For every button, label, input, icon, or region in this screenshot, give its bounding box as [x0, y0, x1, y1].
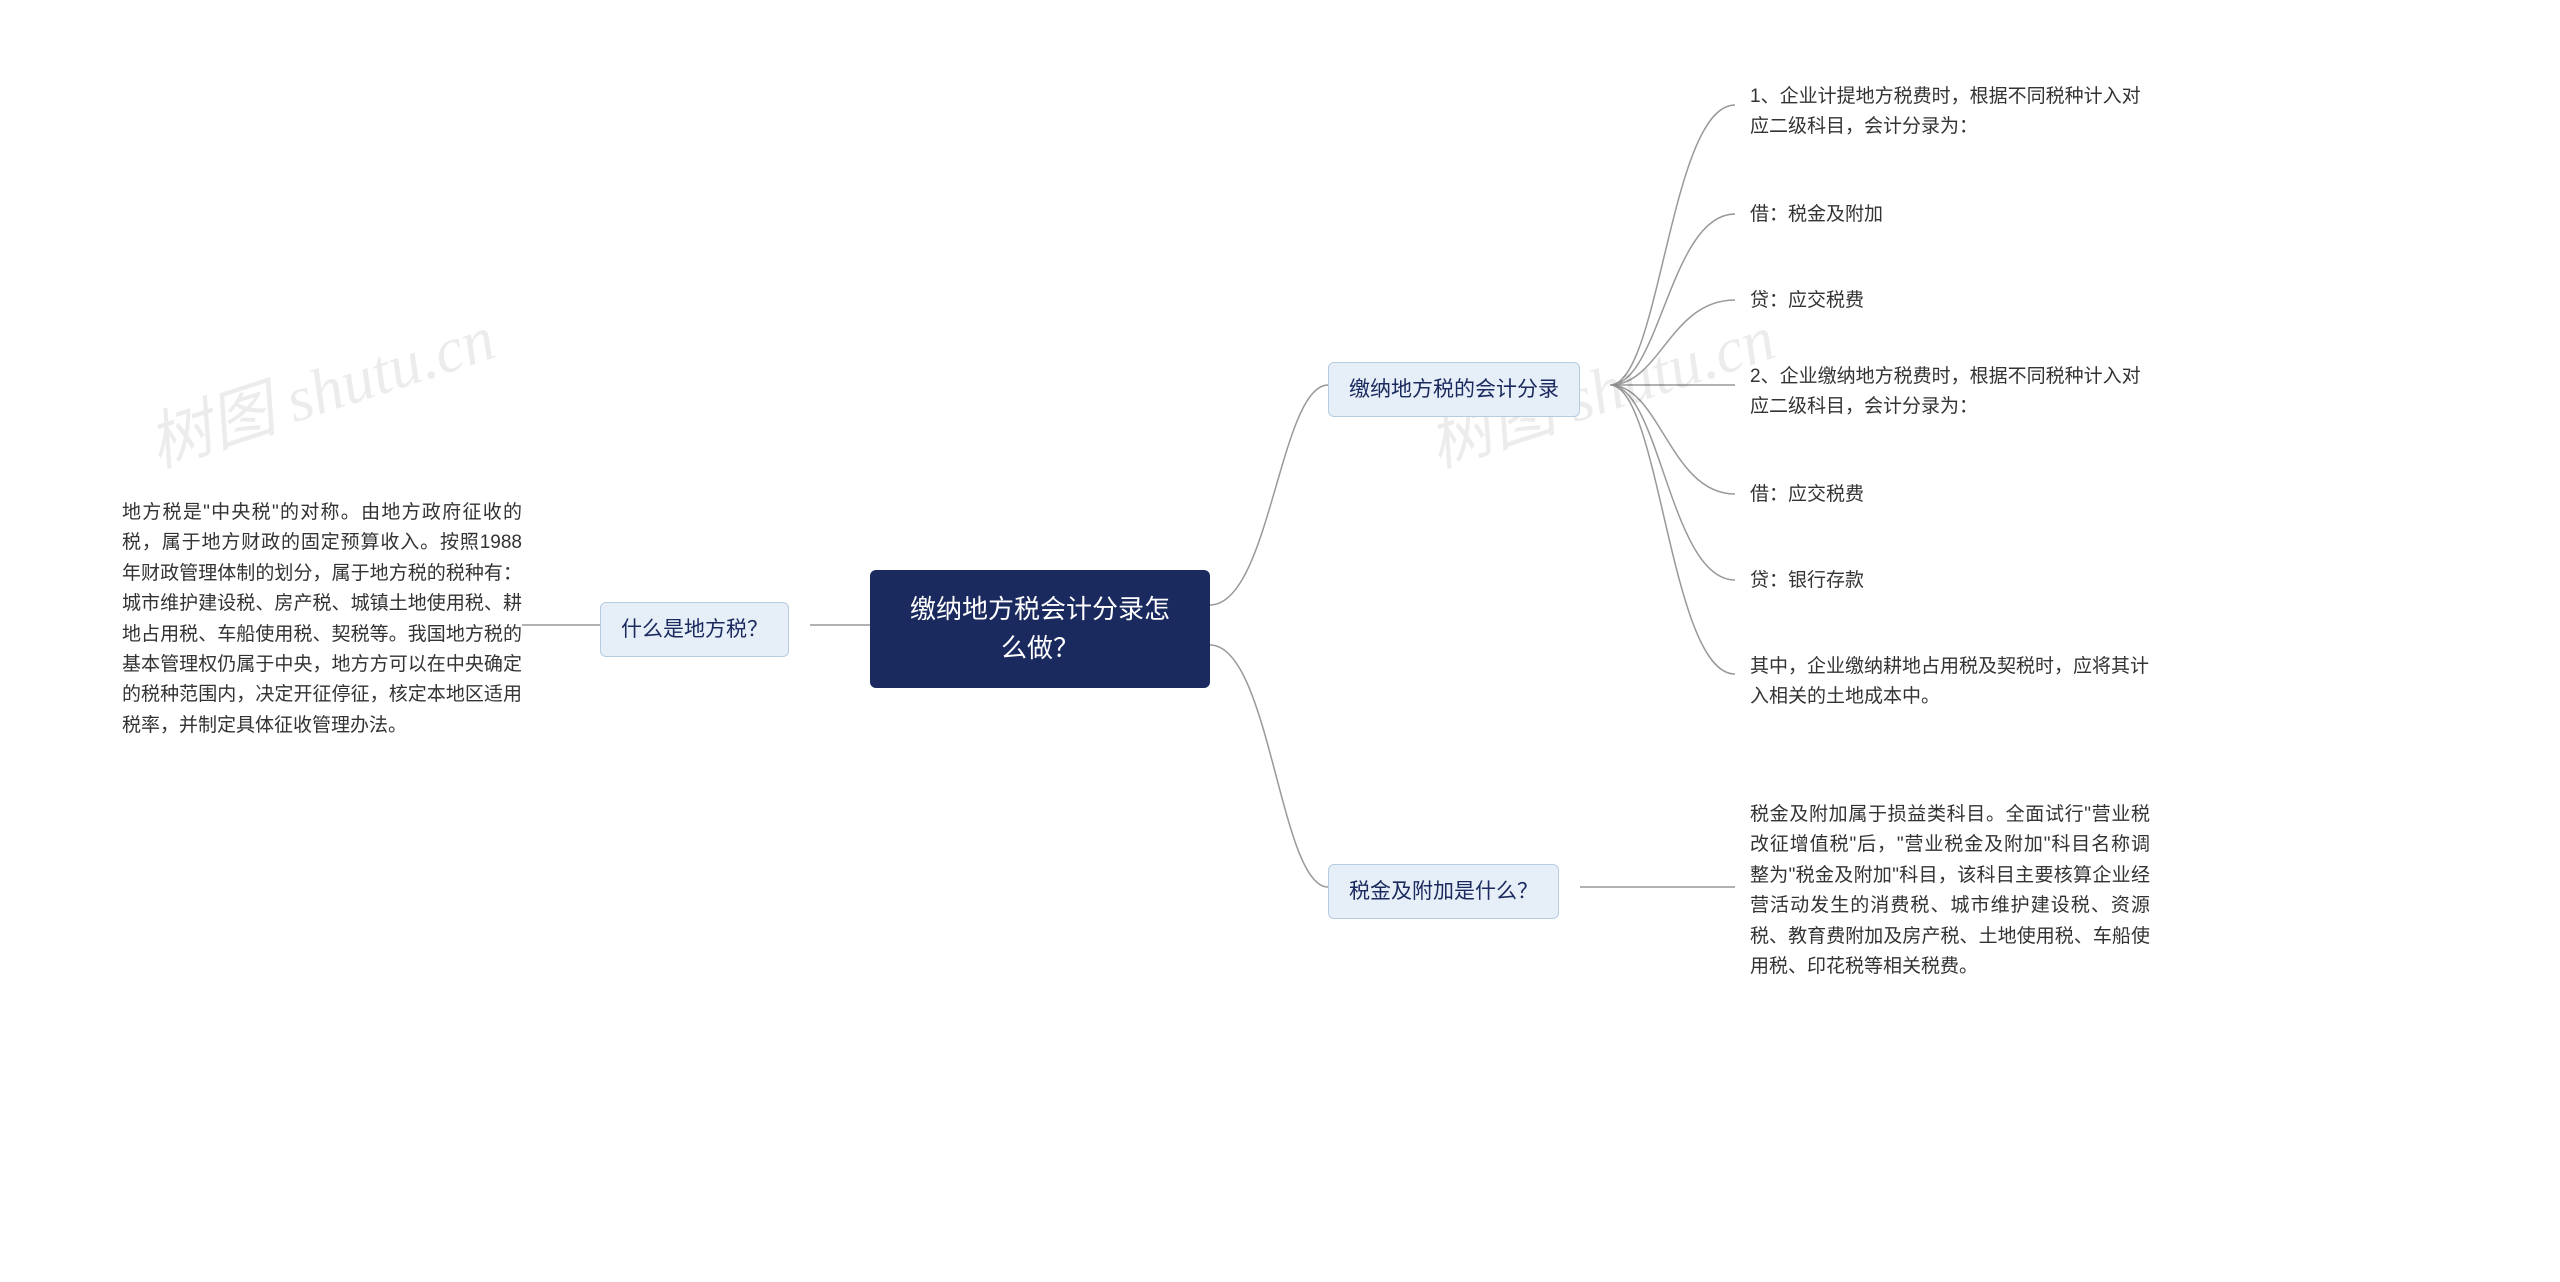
- leaf-entry-6: 贷：银行存款: [1750, 566, 2050, 596]
- leaf-entry-7: 其中，企业缴纳耕地占用税及契税时，应将其计入相关的土地成本中。: [1750, 652, 2150, 713]
- branch-what-is-local-tax[interactable]: 什么是地方税？: [600, 602, 789, 657]
- leaf-entry-5: 借：应交税费: [1750, 480, 2050, 510]
- leaf-tax-surcharge-def: 税金及附加属于损益类科目。全面试行"营业税改征增值税"后，"营业税金及附加"科目…: [1750, 800, 2150, 982]
- root-text: 缴纳地方税会计分录怎么做？: [910, 594, 1170, 663]
- branch-label: 税金及附加是什么？: [1349, 880, 1538, 903]
- leaf-entry-3: 贷：应交税费: [1750, 286, 2050, 316]
- leaf-entry-4: 2、企业缴纳地方税费时，根据不同税种计入对应二级科目，会计分录为：: [1750, 362, 2150, 423]
- branch-label: 什么是地方税？: [621, 618, 768, 641]
- root-node[interactable]: 缴纳地方税会计分录怎么做？: [870, 570, 1210, 688]
- leaf-local-tax-def: 地方税是"中央税"的对称。由地方政府征收的税，属于地方财政的固定预算收入。按照1…: [122, 498, 522, 741]
- leaf-entry-1: 1、企业计提地方税费时，根据不同税种计入对应二级科目，会计分录为：: [1750, 82, 2150, 143]
- branch-accounting-entries[interactable]: 缴纳地方税的会计分录: [1328, 362, 1580, 417]
- leaf-entry-2: 借：税金及附加: [1750, 200, 2050, 230]
- watermark-1: 树图 shutu.cn: [135, 287, 505, 485]
- branch-what-is-tax-surcharge[interactable]: 税金及附加是什么？: [1328, 864, 1559, 919]
- branch-label: 缴纳地方税的会计分录: [1349, 378, 1559, 401]
